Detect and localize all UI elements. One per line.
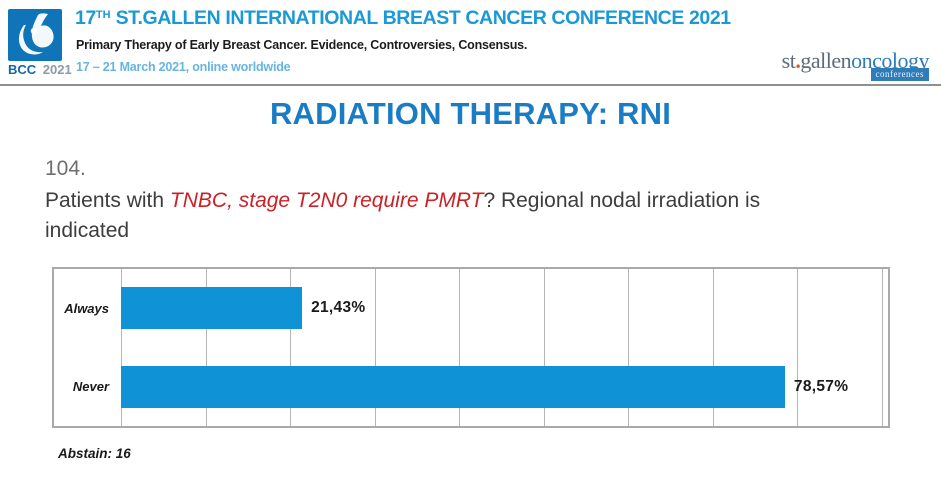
bar-never (121, 365, 785, 408)
bcc-year: 2021 (42, 62, 72, 77)
gridline (881, 269, 883, 426)
gridline (628, 269, 629, 426)
conference-dates: 17 – 21 March 2021, online worldwide (76, 60, 291, 74)
bcc-logo-caption: BCC 2021 (8, 62, 78, 77)
bcc-text: BCC (8, 62, 37, 77)
conference-header: BCC 2021 17TH ST.GALLEN INTERNATIONAL BR… (0, 0, 941, 84)
chart-rows: Always 21,43% Never 78,57% (54, 269, 888, 426)
gridline (543, 269, 545, 426)
brand-gallen: gallen (800, 48, 852, 73)
category-label: Never (72, 379, 109, 395)
gridline (712, 269, 714, 426)
gridline (121, 269, 122, 426)
brand-dot: . (795, 48, 801, 73)
bar-chart: Always 21,43% Never 78,57% (52, 267, 890, 428)
bcc-logo (8, 9, 62, 61)
brand-conferences-badge: conferences (870, 68, 929, 81)
question-suffix: ? Regional nodal irradiation is indicate… (45, 189, 761, 243)
brand-st: st (781, 48, 796, 73)
stgallen-oncology-logo: st.gallenoncology conferences (746, 48, 931, 82)
question-prefix: Patients with (45, 189, 170, 212)
value-label: 21,43% (311, 299, 366, 317)
gridline (797, 269, 798, 426)
question-text: Patients with TNBC, stage T2N0 require P… (45, 186, 825, 247)
bcc-logo-glyph (18, 13, 54, 55)
slide-title: RADIATION THERAPY: RNI (269, 96, 672, 131)
conference-title-ordinal: TH (95, 9, 111, 21)
stgallen-oncology-wordmark: st.gallenoncology (781, 48, 930, 74)
chart-row-always: Always 21,43% (54, 269, 888, 348)
gridline (205, 269, 207, 426)
gridline (290, 269, 291, 426)
category-label: Always (64, 300, 109, 316)
question-highlight: TNBC, stage T2N0 require PMRT (169, 189, 484, 212)
chart-row-never: Never 78,57% (54, 348, 888, 427)
value-label: 78,57% (793, 377, 849, 395)
header-divider (0, 84, 941, 86)
gridline (459, 269, 460, 426)
conference-subtitle: Primary Therapy of Early Breast Cancer. … (76, 38, 528, 52)
conference-title-rest: ST.GALLEN INTERNATIONAL BREAST CANCER CO… (110, 7, 732, 29)
question-number: 104. (45, 157, 86, 180)
conference-title-number: 17 (75, 7, 96, 29)
conference-title: 17TH ST.GALLEN INTERNATIONAL BREAST CANC… (75, 7, 731, 30)
gridline (374, 269, 376, 426)
bar-always (121, 287, 303, 330)
abstain-note: Abstain: 16 (58, 446, 131, 461)
